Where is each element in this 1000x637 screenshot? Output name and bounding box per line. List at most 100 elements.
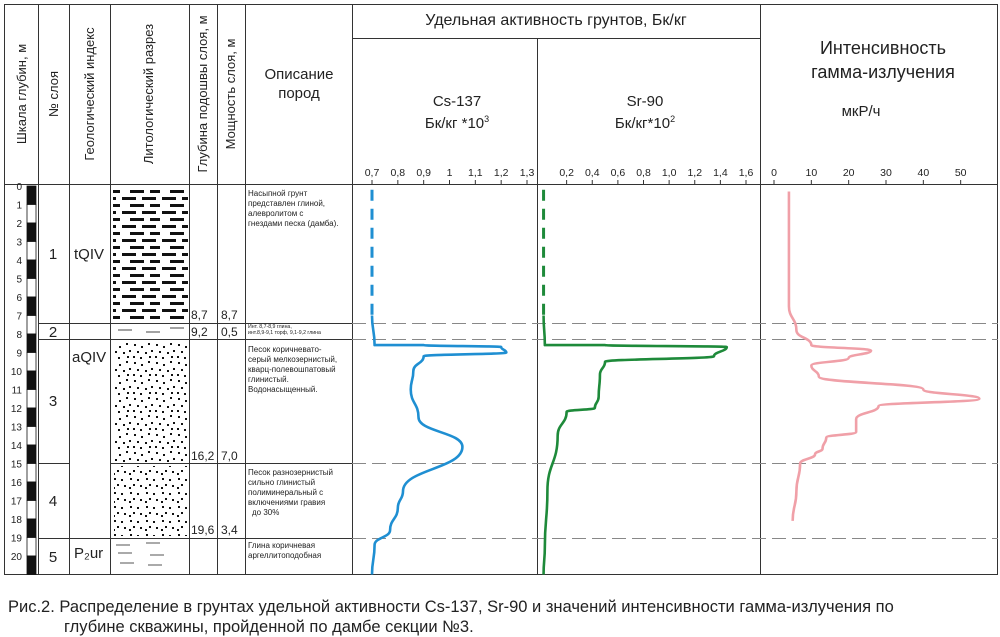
description-line: гнездами песка (дамба). [248, 219, 338, 228]
depth-tick-label: 9 [16, 349, 22, 360]
description-line: алевролитом с [248, 209, 303, 218]
description-line: Инт. 8,7-8,9 глина, [248, 324, 292, 330]
header-description-1: Описание [264, 66, 333, 83]
header-litho: Литологический разрез [141, 24, 156, 164]
thickness-1: 8,7 [221, 308, 238, 322]
depth-segment [26, 259, 37, 279]
axis-tick-label: 50 [955, 167, 967, 179]
boundary-dashes [352, 323, 998, 539]
depth-segment [26, 315, 37, 335]
depth-segment [26, 185, 37, 205]
header-gamma-unit: мкР/ч [842, 103, 881, 120]
depth-tick-label: 13 [11, 423, 23, 434]
axis-tick-label: 1,2 [494, 167, 509, 179]
figure-caption: Рис.2. Распределение в грунтах удельной … [8, 597, 993, 637]
layer-no-3: 3 [49, 393, 57, 410]
description-line: до 30% [252, 508, 279, 517]
axis-tick-label: 0,6 [611, 167, 626, 179]
depth-tick-label: 20 [11, 552, 23, 563]
depth-segment [26, 389, 37, 409]
description-line: полиминеральный с [248, 488, 323, 497]
description-line: включениями гравия [248, 498, 325, 507]
depth-segment [26, 444, 37, 464]
header-description-2: пород [278, 85, 320, 102]
depth-tick-label: 18 [11, 515, 23, 526]
base-depth-1: 8,7 [191, 308, 208, 322]
depth-segment [26, 481, 37, 501]
depth-segment [26, 278, 37, 298]
axis-tick-label: 40 [917, 167, 929, 179]
layer-no-1: 1 [49, 246, 57, 263]
base-depth-3: 16,2 [191, 449, 215, 463]
axis-tick-label: 1,1 [468, 167, 483, 179]
depth-tick-label: 16 [11, 478, 23, 489]
layer-no-2: 2 [49, 324, 57, 341]
depth-segment [26, 500, 37, 520]
thickness-4: 3,4 [221, 523, 238, 537]
axis-tick-label: 1,0 [662, 167, 677, 179]
header-gamma-title-2: гамма-излучения [811, 62, 955, 82]
axis-tick-label: 0,4 [585, 167, 600, 179]
description-line: представлен глиной, [248, 199, 325, 208]
header-sr-name: Sr-90 [627, 93, 664, 110]
header-activity-title: Удельная активность грунтов, Бк/кг [425, 12, 687, 29]
depth-segment [26, 370, 37, 390]
depth-tick-label: 7 [16, 312, 22, 323]
description-line: кварц-полевошпатовый [248, 365, 336, 374]
depth-segment [26, 518, 37, 538]
description-line: инт.8,9-9,1 торф, 9,1-9,2 глина [248, 330, 321, 336]
description-line: глинистый. [248, 375, 289, 384]
thickness-2: 0,5 [221, 325, 238, 339]
layer-boundaries [38, 323, 352, 539]
depth-segment [26, 555, 37, 575]
description-line: Насыпной грунт [248, 189, 308, 198]
header-cs-name: Cs-137 [433, 93, 481, 110]
axis-tick-label: 20 [843, 167, 855, 179]
description-line: аргеллитоподобная [248, 551, 321, 560]
depth-segment [26, 407, 37, 427]
base-depth-2: 9,2 [191, 325, 208, 339]
description-line: Водонасыщенный. [248, 385, 318, 394]
description-line: Глина коричневая [248, 541, 315, 550]
header-base-depth: Глубина подошвы слоя, м [195, 15, 210, 172]
depth-segment [26, 333, 37, 353]
axis-tick-label: 0 [771, 167, 777, 179]
axis-tick-label: 1,4 [713, 167, 728, 179]
depth-thickness-values: 8,7 8,7 9,2 0,5 16,2 7,0 19,6 3,4 [191, 308, 238, 537]
depth-segment [26, 296, 37, 316]
layer-numbers: 1 2 3 4 5 [49, 246, 57, 566]
header-depth-scale: Шкала глубин, м [14, 44, 29, 144]
layer-no-4: 4 [49, 493, 57, 510]
caption-line-2: глубине скважины, пройденной по дамбе се… [64, 618, 474, 636]
depth-scale-bar [26, 185, 37, 575]
depth-tick-label: 19 [11, 534, 23, 545]
depth-segment [26, 222, 37, 242]
sr-curve [542, 315, 729, 575]
depth-tick-label: 10 [11, 367, 23, 378]
depth-tick-label: 15 [11, 460, 23, 471]
header-geo-index: Геологический индекс [82, 27, 97, 161]
layer-no-5: 5 [49, 549, 57, 566]
thickness-3: 7,0 [221, 449, 238, 463]
chart-axes: 0,7 0,8 0,9 1 1,1 1,2 1,3 0,2 0,4 0,6 0,8 1,0 1,2 1,4… [365, 167, 967, 184]
depth-tick-label: 4 [16, 256, 22, 267]
depth-segment [26, 204, 37, 224]
description-line: серый мелкозернистый, [248, 355, 337, 364]
depth-segment [26, 463, 37, 483]
depth-tick-label: 2 [16, 219, 22, 230]
header-thickness: Мощность слоя, м [223, 39, 238, 150]
geo-index-3: aQIV [72, 349, 106, 366]
depth-tick-label: 12 [11, 404, 23, 415]
gamma-curve [787, 191, 981, 521]
depth-segment [26, 537, 37, 557]
header-layer-no: № слоя [46, 71, 61, 117]
header-gamma-title-1: Интенсивность [820, 38, 946, 58]
axis-tick-label: 0,7 [365, 167, 380, 179]
axis-tick-label: 1 [447, 167, 453, 179]
axis-tick-label: 0,8 [391, 167, 406, 179]
chart-curves [370, 189, 981, 575]
depth-tick-label: 14 [11, 441, 23, 452]
description-line: сильно глинистый [248, 478, 315, 487]
